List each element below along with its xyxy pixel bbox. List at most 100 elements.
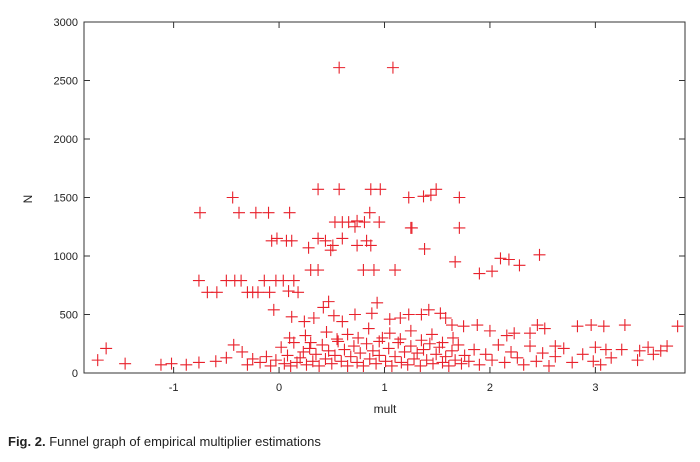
- data-point: [382, 342, 395, 355]
- data-point: [404, 324, 417, 337]
- data-point: [414, 359, 427, 372]
- data-point: [358, 216, 371, 229]
- data-point: [317, 301, 330, 314]
- data-point: [417, 343, 430, 356]
- data-point: [363, 206, 376, 219]
- data-point: [249, 206, 262, 219]
- data-point: [322, 295, 335, 308]
- data-point: [557, 342, 570, 355]
- figure-label: Fig. 2.: [8, 434, 46, 449]
- data-point: [423, 337, 436, 350]
- data-point: [389, 264, 402, 277]
- data-point: [285, 234, 298, 247]
- data-point: [415, 308, 428, 321]
- data-point: [422, 303, 435, 316]
- plot-axes: [83, 21, 686, 374]
- data-point: [209, 355, 222, 368]
- data-point: [383, 327, 396, 340]
- data-point: [398, 345, 411, 358]
- data-point: [373, 349, 386, 362]
- x-tick-label: -1: [169, 382, 179, 394]
- data-point: [290, 356, 303, 369]
- data-point: [576, 348, 589, 361]
- data-point: [335, 355, 348, 368]
- data-point: [449, 354, 462, 367]
- data-point: [342, 216, 355, 229]
- data-point: [348, 220, 361, 233]
- data-point: [319, 234, 332, 247]
- data-point: [347, 340, 360, 353]
- data-point: [192, 356, 205, 369]
- data-point: [336, 315, 349, 328]
- data-point: [235, 274, 248, 287]
- data-point: [360, 337, 373, 350]
- data-point: [425, 328, 438, 341]
- data-point: [236, 345, 249, 358]
- y-axis-title: N: [21, 195, 35, 204]
- data-point: [615, 343, 628, 356]
- data-point: [524, 340, 537, 353]
- data-point: [325, 357, 338, 370]
- data-point: [486, 354, 499, 367]
- data-point: [226, 191, 239, 204]
- data-point: [344, 350, 357, 363]
- data-point: [326, 239, 339, 252]
- figure-caption: Fig. 2. Funnel graph of empirical multip…: [8, 434, 321, 449]
- data-point: [251, 286, 264, 299]
- data-point: [227, 338, 240, 351]
- data-point: [457, 320, 470, 333]
- data-point: [549, 350, 562, 363]
- data-point: [445, 344, 458, 357]
- data-point: [260, 350, 273, 363]
- data-point: [302, 241, 315, 254]
- data-point: [210, 286, 223, 299]
- data-point: [283, 331, 296, 344]
- data-point: [671, 320, 684, 333]
- data-point: [351, 239, 364, 252]
- data-point: [473, 267, 486, 280]
- data-point: [275, 341, 288, 354]
- y-tick-label: 500: [60, 310, 78, 322]
- data-point: [362, 322, 375, 335]
- data-point: [277, 274, 290, 287]
- y-tick-label: 0: [72, 368, 78, 380]
- data-point: [119, 357, 132, 370]
- x-tick-label: 0: [276, 382, 282, 394]
- data-point: [405, 221, 418, 234]
- data-point: [278, 357, 291, 370]
- data-point: [357, 264, 370, 277]
- data-point: [417, 190, 430, 203]
- data-point: [524, 327, 537, 340]
- data-points: [91, 61, 684, 372]
- data-point: [404, 340, 417, 353]
- data-point: [265, 234, 278, 247]
- data-point: [341, 359, 354, 372]
- data-point: [303, 342, 316, 355]
- y-tick-label: 3000: [54, 17, 78, 29]
- data-point: [502, 253, 515, 266]
- data-point: [589, 341, 602, 354]
- data-point: [258, 274, 271, 287]
- data-point: [300, 358, 313, 371]
- data-point: [270, 232, 283, 245]
- data-point: [371, 296, 384, 309]
- data-point: [366, 344, 379, 357]
- data-point: [232, 206, 245, 219]
- data-point: [453, 221, 466, 234]
- data-point: [411, 347, 424, 360]
- data-point: [517, 358, 530, 371]
- data-point: [306, 355, 319, 368]
- data-point: [402, 308, 415, 321]
- data-point: [599, 343, 612, 356]
- data-point: [154, 358, 167, 371]
- data-point: [415, 334, 428, 347]
- data-point: [281, 349, 294, 362]
- data-point: [439, 312, 452, 325]
- data-point: [500, 329, 513, 342]
- data-point: [587, 355, 600, 368]
- data-point: [566, 356, 579, 369]
- data-point: [319, 352, 332, 365]
- data-point: [402, 191, 415, 204]
- data-point: [332, 335, 345, 348]
- data-point: [333, 61, 346, 74]
